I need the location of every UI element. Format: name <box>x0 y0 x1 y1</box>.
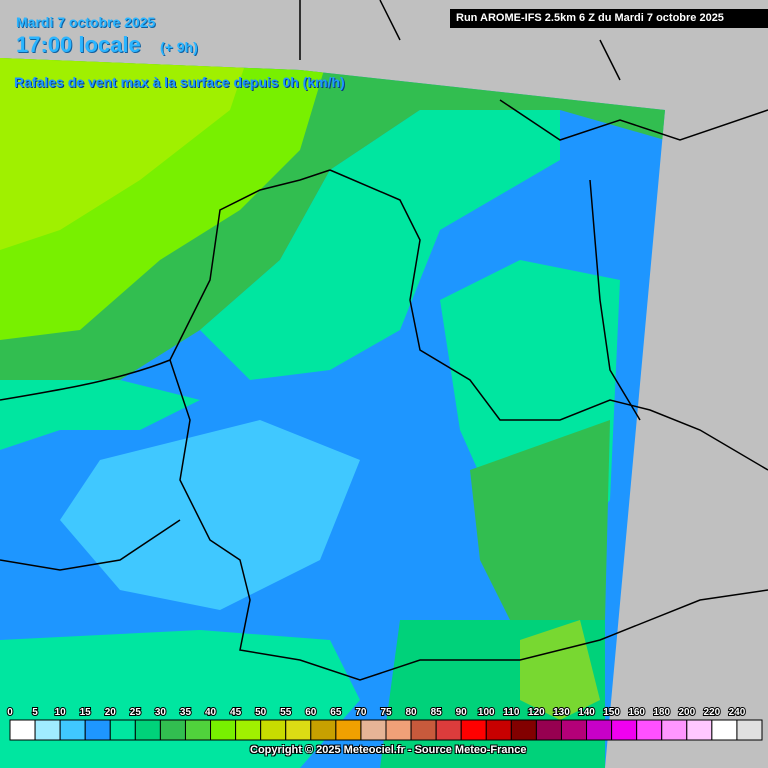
legend-label: 140 <box>578 707 595 718</box>
legend-label: 100 <box>478 707 495 718</box>
legend-swatch <box>460 719 487 741</box>
legend-label: 180 <box>653 707 670 718</box>
legend-swatch <box>560 719 588 741</box>
legend-label: 110 <box>503 707 520 718</box>
legend-label: 30 <box>155 707 167 718</box>
legend-label: 240 <box>729 707 746 718</box>
legend-swatch <box>34 719 61 741</box>
legend-swatch <box>184 719 212 741</box>
legend-swatch <box>134 719 161 741</box>
legend-swatch <box>285 719 312 741</box>
legend-label: 70 <box>355 707 367 718</box>
legend-label: 25 <box>130 707 142 718</box>
legend: 0 5 10 15 20 25 30 35 40 45 50 55 60 65 70 75 80 85 90 100 1… <box>6 706 763 741</box>
legend-label: 90 <box>456 707 468 718</box>
legend-label: 200 <box>678 707 695 718</box>
offset: (+ 9h) <box>160 39 198 55</box>
legend-swatch <box>235 719 262 741</box>
time: 17:00 locale <box>16 32 141 57</box>
legend-swatch <box>59 719 86 741</box>
legend-label: 75 <box>380 707 392 718</box>
legend-swatch <box>586 719 613 741</box>
legend-label: 130 <box>553 707 570 718</box>
legend-swatch <box>260 719 287 741</box>
legend-label: 55 <box>280 707 292 718</box>
legend-label: 10 <box>55 707 67 718</box>
legend-swatch <box>335 719 362 741</box>
legend-label: 5 <box>32 707 38 718</box>
copyright: Copyright © 2025 Meteociel.fr - Source M… <box>250 744 527 756</box>
legend-label: 40 <box>205 707 217 718</box>
legend-swatch <box>535 719 562 741</box>
legend-label: 60 <box>305 707 317 718</box>
legend-label: 65 <box>330 707 342 718</box>
legend-swatch <box>310 719 337 741</box>
legend-label: 120 <box>528 707 545 718</box>
legend-label: 160 <box>628 707 645 718</box>
legend-swatch <box>636 719 663 741</box>
legend-label: 20 <box>105 707 117 718</box>
legend-label: 45 <box>230 707 242 718</box>
legend-swatch <box>9 719 36 741</box>
legend-swatch <box>611 719 638 741</box>
date: Mardi 7 octobre 2025 <box>16 14 156 30</box>
legend-label: 220 <box>704 707 721 718</box>
legend-swatch <box>84 719 111 741</box>
legend-label: 150 <box>603 707 620 718</box>
legend-swatch <box>661 719 688 741</box>
legend-swatch <box>360 719 387 741</box>
legend-swatch <box>109 719 136 741</box>
legend-swatch <box>435 719 462 741</box>
parameter: Rafales de vent max à la surface depuis … <box>14 74 345 90</box>
legend-swatch <box>510 719 537 741</box>
legend-label: 85 <box>431 707 443 718</box>
legend-swatch <box>210 719 237 741</box>
legend-swatch <box>385 719 412 741</box>
legend-label: 80 <box>406 707 418 718</box>
legend-swatch <box>159 719 186 741</box>
legend-label: 50 <box>255 707 267 718</box>
legend-swatch <box>736 719 763 741</box>
legend-swatch <box>410 719 437 741</box>
borders <box>0 0 768 681</box>
run-info: Run AROME-IFS 2.5km 6 Z du Mardi 7 octob… <box>450 9 768 28</box>
legend-swatch <box>686 719 713 741</box>
legend-swatch <box>711 719 738 741</box>
legend-label: 0 <box>7 707 13 718</box>
legend-label: 35 <box>180 707 192 718</box>
legend-label: 15 <box>80 707 92 718</box>
legend-swatch <box>485 719 512 741</box>
